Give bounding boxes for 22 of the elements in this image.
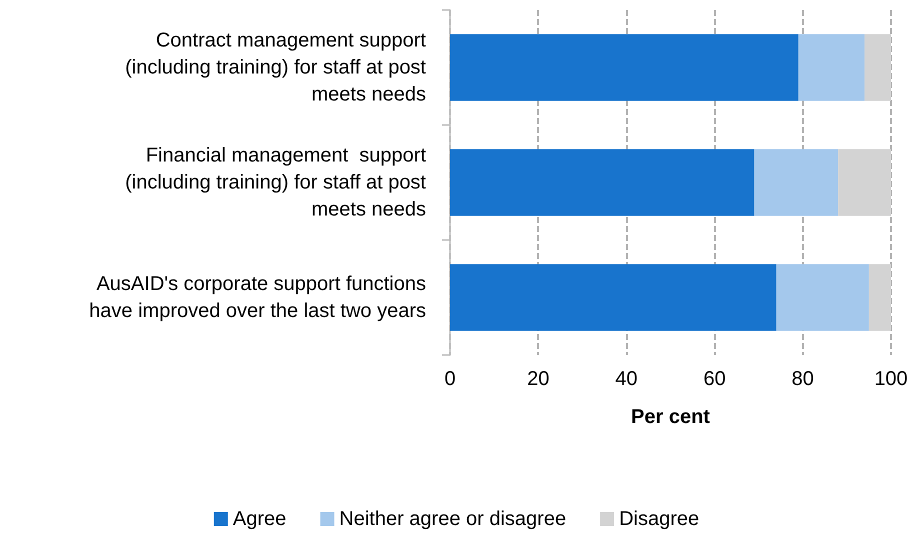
legend-label: Agree	[232, 508, 286, 530]
bar	[450, 34, 798, 101]
bar	[450, 149, 754, 216]
bar	[450, 264, 776, 331]
bar	[798, 34, 865, 101]
x-tick-label: 0	[444, 368, 456, 390]
bar	[776, 264, 869, 331]
y-tick-label: Contract management support (including training) for staff at post meets needs	[125, 30, 426, 106]
x-tick-label: 20	[527, 368, 550, 390]
y-tick-label: Financial management support (including training) for staff at post meets needs	[125, 144, 426, 220]
bar	[838, 149, 891, 216]
y-tick-label: AusAID's corporate support functions have improved over the last two years	[89, 273, 426, 322]
x-tick-label: 100	[874, 368, 908, 390]
bar	[864, 34, 891, 101]
x-tick-label: 40	[615, 368, 638, 390]
legend-label: Neither agree or disagree	[339, 508, 566, 530]
legend-label: Disagree	[619, 508, 700, 530]
bar	[754, 149, 838, 216]
x-axis-title: Per cent	[631, 406, 710, 428]
x-tick-label: 80	[792, 368, 814, 390]
bar	[868, 264, 891, 331]
x-tick-label: 60	[703, 368, 726, 390]
